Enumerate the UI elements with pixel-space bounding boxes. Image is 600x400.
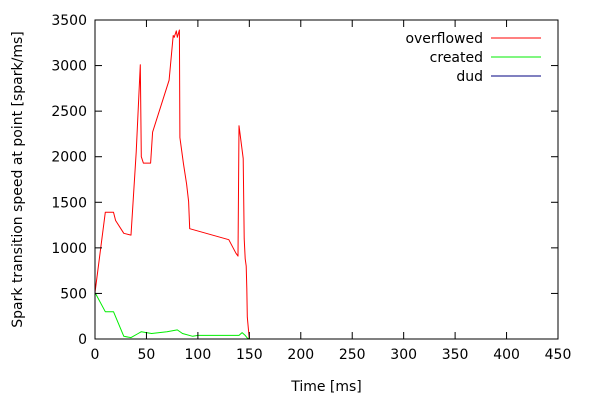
legend-label-overflowed: overflowed	[405, 31, 483, 47]
x-tick-label: 250	[339, 347, 366, 363]
x-tick-label: 200	[287, 347, 314, 363]
x-tick-label: 300	[390, 347, 417, 363]
x-tick-label: 400	[493, 347, 520, 363]
y-axis-title: Spark transition speed at point [spark/m…	[10, 31, 26, 327]
x-tick-label: 0	[91, 347, 100, 363]
series-line-created	[94, 292, 250, 340]
series-line-overflowed	[94, 29, 250, 340]
x-tick-label: 50	[138, 347, 156, 363]
plot-frame	[94, 19, 559, 340]
y-tick-label: 2000	[51, 150, 87, 166]
legend-label-dud: dud	[456, 69, 483, 85]
x-tick-label: 100	[185, 347, 212, 363]
y-tick-label: 0	[78, 332, 87, 348]
x-tick-label: 150	[236, 347, 263, 363]
y-tick-label: 2500	[51, 104, 87, 120]
y-tick-label: 3000	[51, 59, 87, 75]
legend: overflowed created dud	[405, 31, 541, 85]
y-tick-label: 3500	[51, 13, 87, 29]
y-axis: 0 500 1000 1500 2000 2500 3000 3500	[51, 13, 558, 348]
x-tick-label: 350	[442, 347, 469, 363]
x-tick-label: 450	[545, 347, 572, 363]
x-axis-title: Time [ms]	[290, 379, 362, 395]
legend-label-created: created	[430, 50, 483, 66]
y-tick-label: 1000	[51, 241, 87, 257]
y-tick-label: 500	[60, 286, 87, 302]
y-tick-label: 1500	[51, 195, 87, 211]
x-axis: 0 50 100 150 200 250 300 350 400 450	[91, 20, 572, 363]
